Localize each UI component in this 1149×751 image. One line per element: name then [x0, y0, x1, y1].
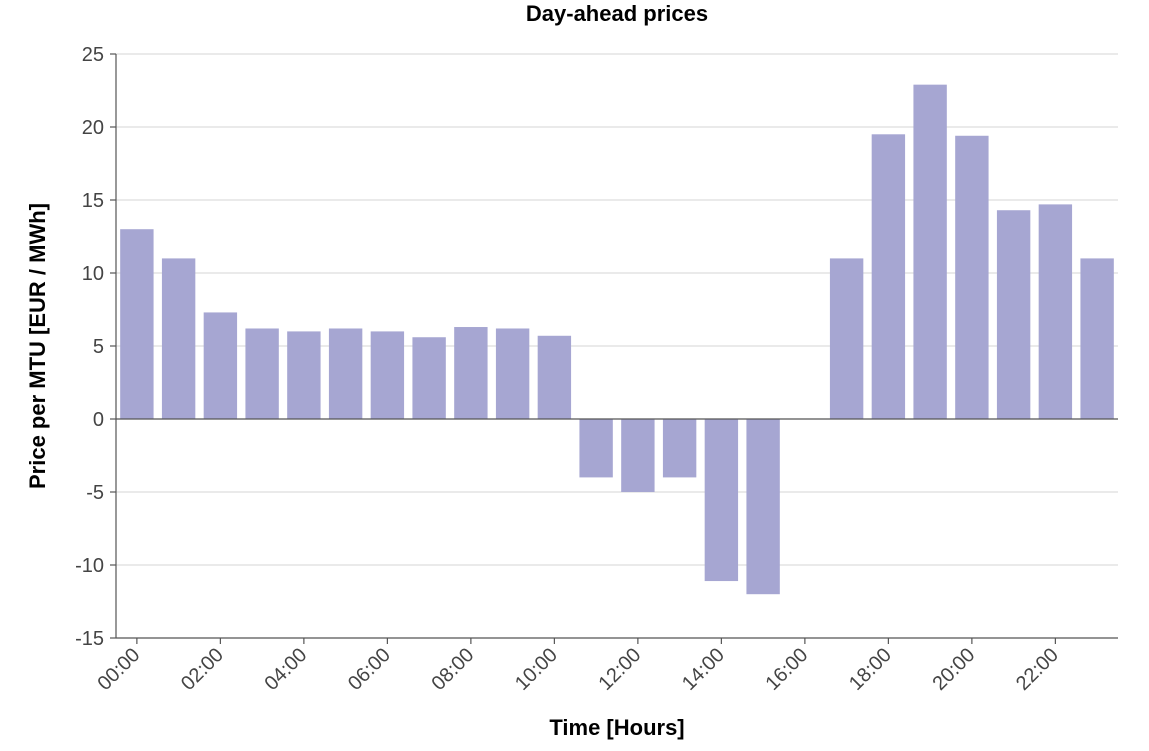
x-tick-label: 04:00	[260, 644, 311, 695]
x-tick-label: 12:00	[594, 644, 645, 695]
bar	[537, 335, 572, 419]
y-tick-label: -10	[75, 555, 104, 577]
x-tick-label: 10:00	[511, 644, 562, 695]
bar	[621, 419, 655, 492]
bar	[495, 328, 530, 419]
x-tick-label: 22:00	[1012, 644, 1063, 695]
x-tick-label: 14:00	[678, 644, 729, 695]
bar	[955, 135, 989, 419]
gridlines	[110, 53, 1118, 639]
bar	[328, 328, 363, 419]
y-tick-label: 10	[82, 263, 104, 285]
bar	[370, 331, 405, 419]
bar	[203, 312, 238, 419]
bar	[704, 419, 739, 582]
bar	[1080, 258, 1114, 419]
x-tick-labels: 00:00 02:00 04:00 06:00 08:00 10:00 12:00 14:00…	[93, 638, 1063, 695]
y-tick-label: 5	[93, 336, 104, 358]
bar	[412, 337, 446, 419]
bar	[287, 331, 321, 419]
bar	[913, 84, 947, 419]
bar	[579, 419, 613, 478]
bar	[245, 328, 279, 419]
bar	[746, 419, 780, 595]
x-tick-label: 18:00	[845, 644, 896, 695]
bar	[829, 258, 864, 419]
y-tick-label: 25	[82, 44, 104, 66]
x-axis-label: Time [Hours]	[549, 715, 684, 740]
y-tick-label: -15	[75, 628, 104, 650]
y-tick-label: 15	[82, 190, 104, 212]
chart-title: Day-ahead prices	[526, 1, 708, 26]
y-tick-label: -5	[86, 482, 104, 504]
y-tick-labels: -15 -10 -5 0 5 10 15 20 25	[75, 44, 104, 650]
bar	[996, 210, 1031, 419]
bar	[1038, 204, 1073, 419]
x-tick-label: 02:00	[177, 644, 228, 695]
bar	[871, 134, 906, 420]
bar	[161, 258, 196, 419]
bar	[454, 327, 488, 419]
bar	[662, 419, 697, 478]
bars	[120, 84, 1114, 595]
x-tick-label: 16:00	[761, 644, 812, 695]
x-tick-label: 00:00	[93, 644, 144, 695]
y-tick-label: 20	[82, 117, 104, 139]
x-tick-label: 06:00	[344, 644, 395, 695]
x-tick-label: 20:00	[928, 644, 979, 695]
axes	[115, 54, 1118, 639]
y-axis-label: Price per MTU [EUR / MWh]	[25, 203, 50, 489]
x-tick-label: 08:00	[427, 644, 478, 695]
bar	[120, 229, 154, 419]
y-tick-label: 0	[93, 409, 104, 431]
